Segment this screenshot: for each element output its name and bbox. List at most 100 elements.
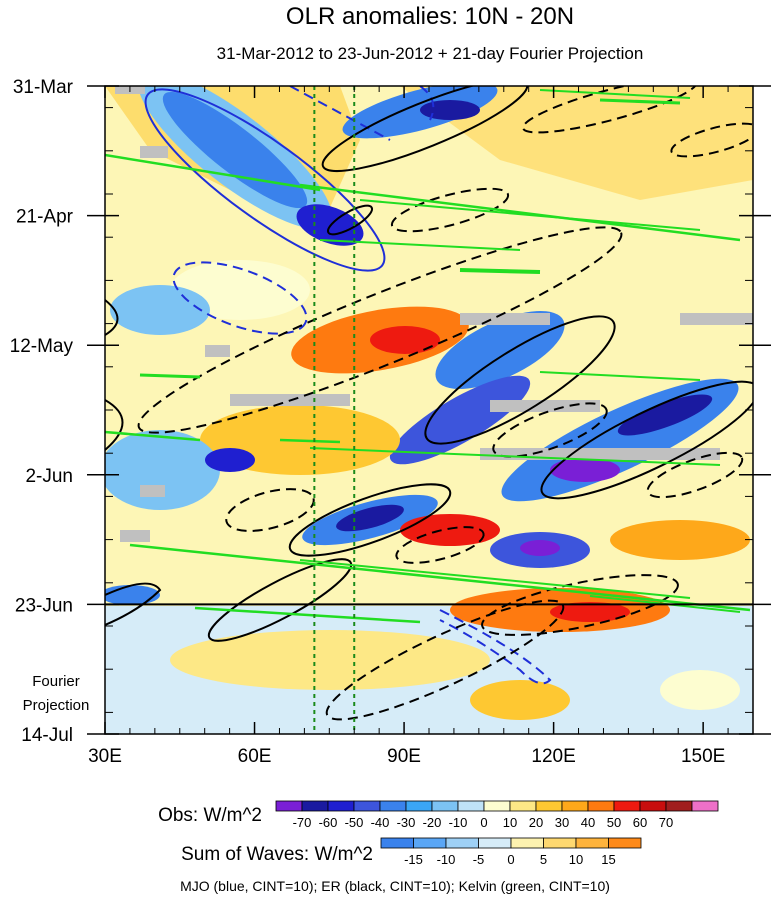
er-contour [137,226,623,434]
anom-patch [105,585,160,605]
kelvin-contour [279,438,341,444]
anom-patch [660,670,740,710]
missing-data [460,313,550,325]
kelvin-contour [129,543,751,612]
er-contour [288,483,452,557]
y-tick-label: 14-Jul [21,725,73,746]
missing-data [120,530,150,542]
kelvin-contour [105,153,321,192]
colorbar-label: 10 [569,852,583,867]
missing-data [490,400,600,412]
obs-field [105,86,753,734]
x-tick-label: 30E [88,746,122,767]
colorbar-box [691,800,719,812]
obs-colorbar: -70 -60 -50 -40 -30 -20 -10 0 10 20 30 40 50 60 70 [275,800,719,830]
mjo-contour [289,86,391,141]
y-tick-label: 2-Jun [25,466,73,487]
anom-patch [610,520,750,560]
anom-patch [105,430,220,510]
er-contour [646,451,744,499]
anom-patch [435,311,565,389]
colorbar-label: -10 [437,852,456,867]
projection-label-line1: Fourier [32,673,80,690]
missing-data [140,485,165,497]
colorbar-box [608,837,642,849]
kelvin-contour [539,89,691,99]
colorbar-label: -15 [404,852,423,867]
er-contour [321,86,529,172]
er-contour [225,488,315,532]
x-tick-label: 120E [531,746,575,767]
anom-patch [205,448,255,472]
kelvin-contour [194,606,421,624]
colorbar-label: -60 [319,815,338,830]
colorbar-box [509,800,537,812]
mjo-contour [172,261,308,335]
anom-patch [550,458,620,482]
mjo-contour [439,609,552,685]
er-contour [424,315,616,445]
missing-data [205,345,230,357]
colorbar-label: -50 [345,815,364,830]
kelvin-contour [539,371,701,381]
anom-patch [336,504,404,532]
colorbar-label: 70 [659,815,673,830]
colorbar-box [431,800,459,812]
kelvin-contour [459,268,541,274]
anom-patch [162,91,308,209]
y-tick-label: 23-Jun [15,595,73,616]
kelvin-contour [599,98,681,105]
anom-patch [400,514,500,546]
colorbar-box [510,837,544,849]
anom-patch [370,326,440,354]
waves-legend-label: Sum of Waves: W/m^2 [181,844,373,865]
missing-data [680,313,753,325]
er-contour [326,204,374,236]
anom-patch [617,394,713,436]
projection-label-line2: Projection [23,697,90,714]
colorbar-label: -20 [423,815,442,830]
anom-patch [470,680,570,720]
kelvin-contour [359,199,701,231]
colorbar-box [639,800,667,812]
er-contour [105,399,124,451]
er-contour [395,526,485,564]
chart-title: OLR anomalies: 10N - 20N [286,3,574,30]
colorbar-box [478,837,512,849]
colorbar-label: -40 [371,815,390,830]
colorbar-box [275,800,303,812]
er-contour [492,402,608,458]
anom-patch [389,375,531,465]
colorbar-box [587,800,615,812]
kelvin-contour [105,430,201,442]
waves-colorbar: -15 -10 -5 0 5 10 15 [380,837,642,867]
colorbar-box [353,800,381,812]
colorbar-label: 50 [607,815,621,830]
anom-patch [400,86,753,200]
mjo-contour [144,88,386,272]
colorbar-box [380,837,414,849]
reference-longitude-lines [313,86,356,734]
colorbar-box [575,837,609,849]
colorbar-label: 0 [480,815,487,830]
er-contour [390,187,510,233]
mjo-contour [419,86,435,121]
er-contour [207,558,353,642]
anom-patch [170,630,490,690]
colorbar-label: -5 [473,852,485,867]
colorbar-box [413,837,447,849]
y-tick-label: 21-Apr [16,207,74,228]
anom-patch [520,540,560,556]
colorbar-box [561,800,589,812]
colorbar-box [535,800,563,812]
colorbar-label: 5 [540,852,547,867]
er-contour [105,582,162,626]
x-axis: 30E 60E 90E 120E 150E [88,86,729,767]
er-contour [540,380,753,500]
plot-area [105,86,753,734]
anom-patch [420,100,480,120]
colorbar-label: 30 [555,815,569,830]
er-contour [670,122,753,158]
colorbar-box [445,837,479,849]
